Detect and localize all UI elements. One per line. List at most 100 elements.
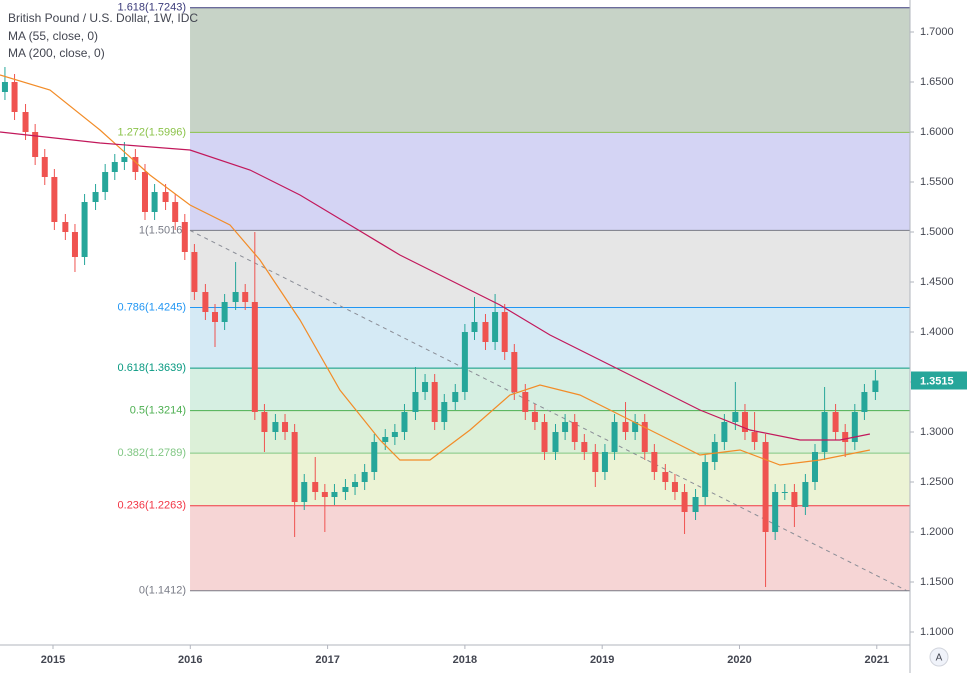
candle-body: [751, 432, 758, 442]
fib-label: 0.382(1.2789): [118, 447, 187, 459]
y-tick-label: 1.7000: [920, 26, 954, 38]
candle-body: [821, 412, 828, 452]
y-tick-label: 1.4000: [920, 326, 954, 338]
x-tick-label: 2018: [453, 654, 477, 666]
candle-body: [342, 487, 349, 492]
y-tick-label: 1.6000: [920, 126, 954, 138]
y-tick-label: 1.2500: [920, 476, 954, 488]
candle-body: [611, 422, 618, 452]
moving-average: [0, 131, 871, 441]
candle-body: [571, 422, 578, 442]
candle-body: [732, 412, 739, 422]
candle-body: [791, 492, 798, 507]
y-tick-label: 1.5500: [920, 176, 954, 188]
candle-body: [662, 472, 669, 482]
fib-zone: [190, 410, 910, 454]
candle-body: [141, 172, 148, 212]
fib-label: 1.272(1.5996): [118, 126, 187, 138]
x-tick-label: 2016: [178, 654, 202, 666]
moving-average: [0, 74, 871, 466]
candle-body: [111, 162, 118, 172]
candle-body: [41, 157, 48, 177]
candle-body: [552, 432, 559, 452]
candle-body: [431, 382, 438, 422]
candle-body: [301, 482, 308, 502]
candle-body: [471, 322, 478, 332]
fib-label: 1.618(1.7243): [118, 2, 187, 14]
candle-body: [711, 442, 718, 462]
candle-body: [312, 482, 319, 492]
fib-label: 0.236(1.2263): [118, 500, 187, 512]
candle-body: [461, 332, 468, 392]
candle-body: [371, 442, 378, 472]
candle-body: [321, 492, 328, 497]
candle-body: [802, 482, 809, 507]
candle-body: [212, 312, 219, 322]
candle-body: [681, 492, 688, 512]
candle-body: [181, 222, 188, 252]
plot-area: 0(1.1412) 0.236(1.2263) 0.382(1.2789) 0.5(1…: [0, 2, 910, 597]
y-tick-label: 1.1000: [920, 626, 954, 638]
candle-body: [501, 312, 508, 352]
candle-body: [81, 202, 88, 257]
candle-body: [22, 112, 29, 132]
candle-body: [581, 442, 588, 452]
y-tick-label: 1.6500: [920, 76, 954, 88]
candle-body: [251, 302, 258, 412]
candle-body: [242, 292, 249, 302]
candle-body: [422, 382, 429, 392]
candle-body: [261, 412, 268, 432]
candle-body: [151, 192, 158, 212]
candle-body: [622, 422, 629, 432]
candle-body: [741, 412, 748, 432]
candle-body: [1, 82, 8, 92]
fib-label: 0.618(1.3639): [118, 362, 187, 374]
fib-zone: [190, 7, 910, 133]
x-tick-label: 2021: [865, 654, 889, 666]
auto-scale-button[interactable]: [929, 647, 949, 667]
candle-body: [391, 432, 398, 437]
candle-body: [651, 452, 658, 472]
fib-label: 1(1.5016): [139, 224, 186, 236]
candle-body: [121, 157, 128, 162]
legend-entry: MA (55, close, 0): [8, 29, 98, 43]
candle-body: [531, 412, 538, 422]
last-price-label: 1.3515: [920, 375, 954, 387]
candle-body: [92, 192, 99, 202]
auto-scale-label[interactable]: A: [936, 653, 943, 664]
fib-zone: [190, 505, 910, 591]
candle-body: [441, 402, 448, 422]
candle-body: [291, 432, 298, 502]
candle-body: [851, 412, 858, 442]
candle-body: [202, 292, 209, 312]
candle-body: [781, 492, 788, 493]
y-tick-label: 1.5000: [920, 226, 954, 238]
y-tick-label: 1.2000: [920, 526, 954, 538]
candle-body: [811, 452, 818, 482]
candle-body: [272, 422, 279, 432]
fib-label: 0.5(1.3214): [130, 405, 186, 417]
candle-body: [11, 82, 18, 112]
y-tick-label: 1.3000: [920, 426, 954, 438]
candle-body: [641, 422, 648, 452]
y-tick-label: 1.4500: [920, 276, 954, 288]
y-tick-label: 1.1500: [920, 576, 954, 588]
candle-body: [562, 422, 569, 432]
candle-body: [872, 380, 879, 392]
candle-body: [511, 352, 518, 392]
candle-body: [452, 392, 459, 402]
candle-body: [632, 422, 639, 432]
fib-label: 0.786(1.4245): [118, 301, 187, 313]
candle-body: [692, 497, 699, 512]
candle-body: [282, 422, 289, 432]
candle-body: [361, 472, 368, 482]
candle-body: [762, 442, 769, 532]
candle-body: [191, 252, 198, 292]
candle-body: [601, 452, 608, 472]
candle-body: [522, 392, 529, 412]
candle-body: [51, 177, 58, 222]
candle-body: [541, 422, 548, 452]
candle-body: [702, 462, 709, 497]
candle-body: [352, 482, 359, 487]
